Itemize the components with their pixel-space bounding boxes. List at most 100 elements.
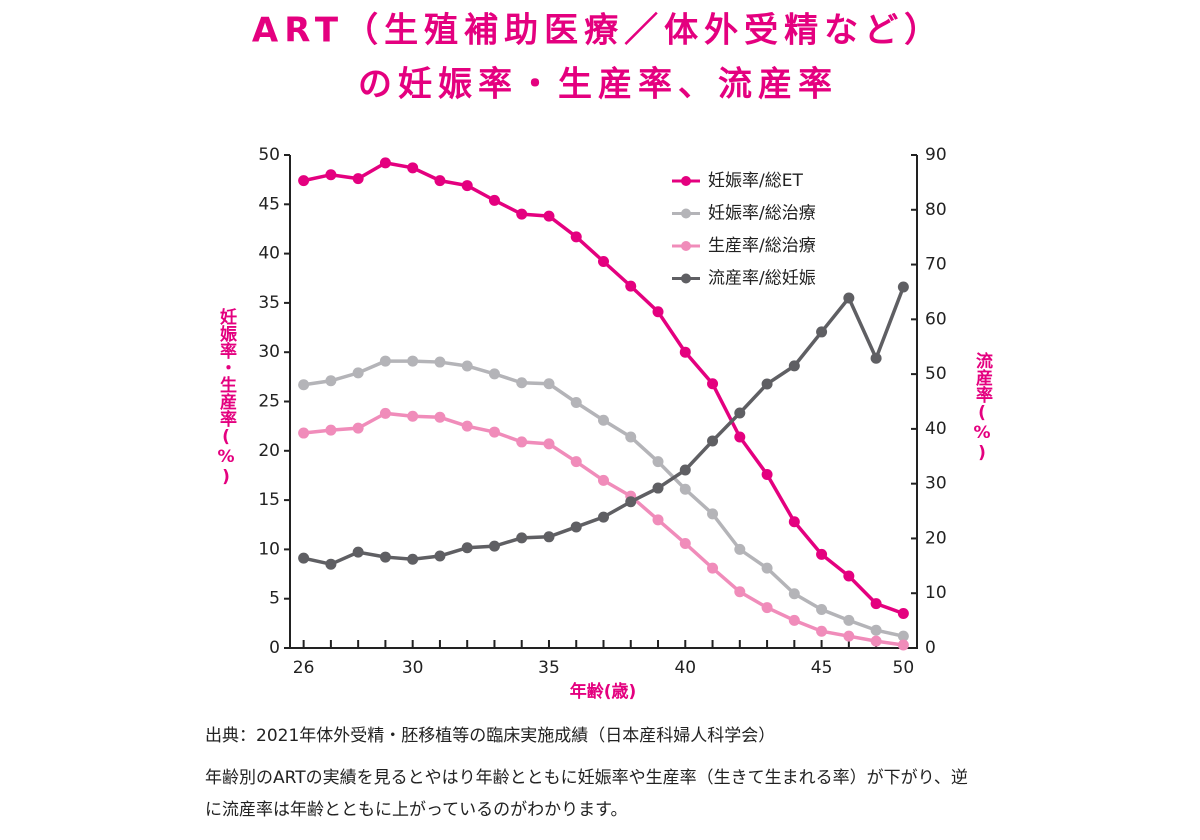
x-tick-label: 26 bbox=[293, 658, 315, 678]
data-point bbox=[407, 410, 419, 422]
data-point bbox=[325, 558, 337, 570]
x-tick-label: 30 bbox=[402, 658, 424, 678]
data-point bbox=[516, 377, 528, 389]
data-point bbox=[679, 537, 691, 549]
data-point bbox=[734, 543, 746, 555]
y2-tick-label: 70 bbox=[925, 255, 947, 275]
data-point bbox=[461, 180, 473, 192]
data-point bbox=[897, 630, 909, 642]
data-point bbox=[461, 420, 473, 432]
data-point bbox=[816, 326, 828, 338]
data-point bbox=[625, 431, 637, 443]
y-tick-label: 25 bbox=[258, 392, 280, 412]
data-point bbox=[897, 607, 909, 619]
data-point bbox=[707, 378, 719, 390]
data-point bbox=[679, 346, 691, 358]
y2-axis-label: 流産率(%) bbox=[972, 352, 992, 463]
y-tick-label: 40 bbox=[258, 244, 280, 264]
data-point bbox=[407, 553, 419, 565]
data-point bbox=[734, 407, 746, 419]
data-point bbox=[788, 614, 800, 626]
data-point bbox=[379, 407, 391, 419]
data-point bbox=[298, 379, 310, 391]
data-point bbox=[407, 162, 419, 174]
y-tick-label: 15 bbox=[258, 490, 280, 510]
data-point bbox=[761, 468, 773, 480]
data-point bbox=[516, 436, 528, 448]
y-tick-label: 0 bbox=[269, 638, 280, 658]
data-point bbox=[298, 552, 310, 564]
data-point bbox=[325, 169, 337, 181]
y2-tick-label: 0 bbox=[925, 638, 936, 658]
y2-tick-label: 90 bbox=[925, 145, 947, 165]
data-point bbox=[379, 551, 391, 563]
data-point bbox=[652, 482, 664, 494]
data-point bbox=[679, 464, 691, 476]
data-point bbox=[870, 598, 882, 610]
y2-tick-label: 10 bbox=[925, 583, 947, 603]
data-point bbox=[352, 422, 364, 434]
data-point bbox=[870, 624, 882, 636]
data-point bbox=[843, 292, 855, 304]
data-point bbox=[570, 396, 582, 408]
y-tick-label: 30 bbox=[258, 342, 280, 362]
x-tick-label: 45 bbox=[811, 658, 833, 678]
legend-label: 流産率/総妊娠 bbox=[708, 269, 816, 289]
data-point bbox=[352, 367, 364, 379]
source: 出典：2021年体外受精・胚移植等の臨床実施成績（日本産科婦人科学会） bbox=[205, 726, 776, 746]
data-point bbox=[652, 514, 664, 526]
data-point bbox=[543, 378, 555, 390]
legend-marker bbox=[681, 241, 691, 251]
description: 年齢別のARTの実績を見るとやはり年齢とともに妊娠率や生産率（生きて生まれる率）… bbox=[205, 768, 968, 820]
legend-label: 生産率/総治療 bbox=[708, 236, 816, 256]
y2-tick-label: 60 bbox=[925, 309, 947, 329]
legend-label: 妊娠率/総治療 bbox=[708, 204, 816, 224]
data-point bbox=[488, 426, 500, 438]
legend-marker bbox=[681, 176, 691, 186]
data-point bbox=[788, 360, 800, 372]
chart-title: の妊娠率・生産率、流産率 bbox=[358, 65, 838, 105]
y-tick-label: 5 bbox=[269, 589, 280, 609]
y2-tick-label: 80 bbox=[925, 200, 947, 220]
y-tick-label: 35 bbox=[258, 293, 280, 313]
data-point bbox=[407, 355, 419, 367]
data-point bbox=[570, 456, 582, 468]
series-line bbox=[303, 411, 904, 647]
data-point bbox=[788, 516, 800, 528]
legend-marker bbox=[681, 208, 691, 219]
data-point bbox=[543, 210, 555, 222]
data-point bbox=[707, 508, 719, 520]
data-point bbox=[816, 548, 828, 560]
data-point bbox=[598, 255, 609, 267]
data-point bbox=[761, 602, 773, 614]
chart-title: ART（生殖補助医療／体外受精など） bbox=[252, 11, 944, 51]
legend-label: 妊娠率/総ET bbox=[708, 171, 803, 191]
data-point bbox=[652, 456, 664, 468]
data-point bbox=[352, 546, 364, 558]
x-tick-label: 50 bbox=[893, 658, 915, 678]
data-point bbox=[434, 175, 446, 187]
y-tick-label: 50 bbox=[258, 145, 280, 165]
y2-tick-label: 40 bbox=[925, 419, 947, 439]
data-point bbox=[788, 588, 800, 600]
y-tick-label: 10 bbox=[258, 539, 280, 559]
data-point bbox=[707, 562, 719, 574]
data-point bbox=[625, 280, 637, 292]
data-point bbox=[379, 157, 391, 169]
data-point bbox=[625, 496, 637, 508]
series-line bbox=[303, 359, 904, 638]
legend-marker bbox=[681, 273, 691, 284]
data-point bbox=[897, 281, 909, 293]
data-point bbox=[516, 532, 528, 544]
data-point bbox=[816, 604, 828, 616]
data-point bbox=[298, 175, 310, 187]
y2-tick-label: 30 bbox=[925, 474, 947, 494]
y2-tick-label: 50 bbox=[925, 364, 947, 384]
y-tick-label: 20 bbox=[258, 441, 280, 461]
data-point bbox=[325, 424, 337, 436]
data-point bbox=[488, 194, 500, 206]
data-point bbox=[761, 562, 773, 574]
data-point bbox=[870, 635, 882, 647]
data-point bbox=[734, 586, 746, 598]
